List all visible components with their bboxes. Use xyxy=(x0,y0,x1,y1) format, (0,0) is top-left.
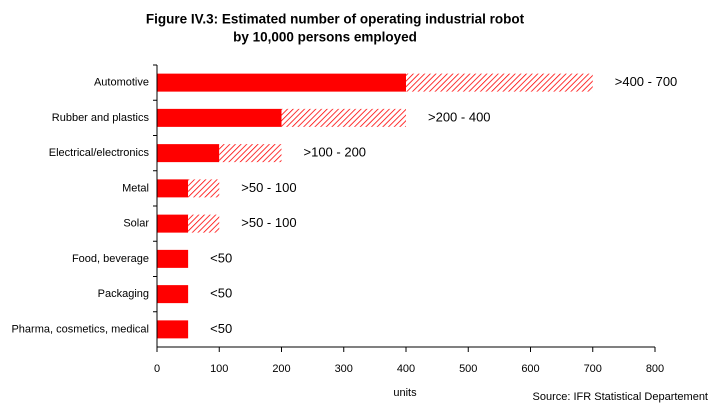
value-label: <50 xyxy=(210,250,232,265)
y-tick-label: Metal xyxy=(122,182,149,194)
x-tick-label: 100 xyxy=(210,363,228,375)
source-note: Source: IFR Statistical Departement xyxy=(533,391,708,403)
y-tick-label: Electrical/electronics xyxy=(49,147,150,159)
chart-title: by 10,000 persons employed xyxy=(233,30,417,45)
bar xyxy=(157,249,189,268)
y-tick-label: Pharma, cosmetics, medical xyxy=(11,323,149,335)
y-tick-label: Solar xyxy=(123,218,149,230)
bar xyxy=(157,144,220,163)
bar xyxy=(157,108,282,127)
x-tick-label: 300 xyxy=(335,363,353,375)
value-label: >400 - 700 xyxy=(615,74,678,89)
bar xyxy=(157,320,189,339)
x-tick-label: 400 xyxy=(397,363,415,375)
range-bar xyxy=(188,214,220,233)
value-label: >50 - 100 xyxy=(241,180,296,195)
range-bar xyxy=(219,144,282,163)
y-tick-label: Food, beverage xyxy=(72,253,149,265)
x-tick-label: 700 xyxy=(584,363,602,375)
y-tick-label: Packaging xyxy=(98,288,149,300)
x-tick-label: 800 xyxy=(646,363,664,375)
value-label: >50 - 100 xyxy=(241,215,296,230)
value-label: <50 xyxy=(210,286,232,301)
x-tick-label: 600 xyxy=(521,363,539,375)
value-label: >200 - 400 xyxy=(428,109,491,124)
x-tick-label: 500 xyxy=(459,363,477,375)
y-tick-label: Rubber and plastics xyxy=(52,112,150,124)
value-label: >100 - 200 xyxy=(304,145,367,160)
bar xyxy=(157,179,189,198)
range-bar xyxy=(188,179,220,198)
value-label: <50 xyxy=(210,321,232,336)
range-bar xyxy=(281,108,406,127)
chart-title: Figure IV.3: Estimated number of operati… xyxy=(146,12,525,27)
x-axis-label: units xyxy=(393,387,417,399)
y-tick-label: Automotive xyxy=(94,77,149,89)
bar xyxy=(157,73,406,92)
bar xyxy=(157,285,189,304)
range-bar xyxy=(406,73,593,92)
bar xyxy=(157,214,189,233)
x-tick-label: 200 xyxy=(272,363,290,375)
x-tick-label: 0 xyxy=(154,363,160,375)
